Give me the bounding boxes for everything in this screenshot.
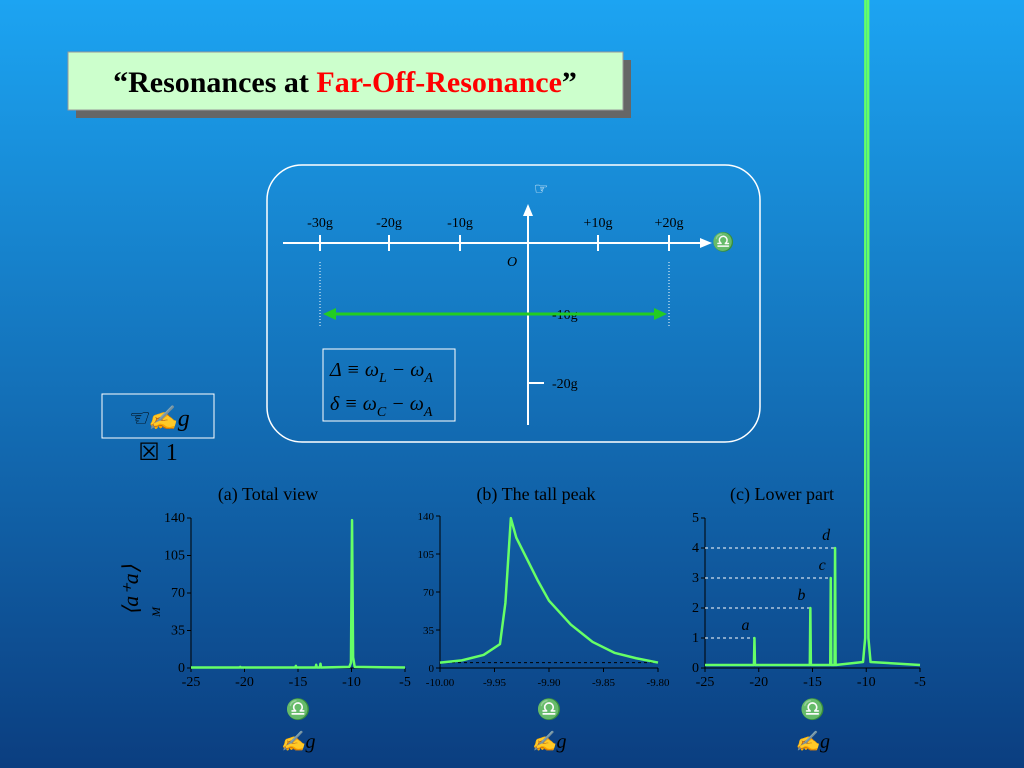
chart-title: (b) The tall peak	[476, 484, 595, 505]
point-label: a	[741, 617, 749, 634]
equation: δ ≡ ωC − ωA	[330, 393, 433, 420]
axis-label: ♎	[712, 231, 734, 252]
x-tick-label: -20	[235, 675, 254, 690]
y-tick-label: 140	[164, 511, 185, 526]
point-label: d	[822, 527, 831, 544]
arrow-head	[654, 308, 667, 320]
diagram-tick-label: -10g	[447, 216, 473, 231]
x-axis-label: ✍g	[532, 730, 567, 753]
y-tick-label: 70	[423, 587, 435, 599]
y-tick-label: 2	[692, 601, 699, 616]
side-box	[101, 393, 215, 439]
y-tick-label: 0	[429, 663, 435, 675]
data-line	[705, 0, 921, 667]
x-tick-label: -9.80	[647, 677, 670, 689]
x-tick-label: -5	[399, 675, 411, 690]
x-tick-label: -5	[914, 675, 926, 690]
y-axis-label: ⟨a⁺a⟩	[118, 564, 143, 615]
title-box	[67, 51, 624, 111]
x-axis-label: ♎	[537, 697, 562, 721]
y-tick-label: 1	[692, 631, 699, 646]
eq-sub: L	[378, 371, 387, 386]
title-part: ”	[562, 66, 577, 99]
y-axis-label: M	[149, 606, 163, 618]
title-highlight: Far-Off-Resonance	[316, 66, 561, 99]
y-tick-label: 140	[418, 511, 435, 523]
diagram-ticks: -30g-20g-10g+10g+20g-10g-20g	[307, 216, 683, 392]
side-text: ☒ 1	[138, 440, 178, 466]
eq-part: − ω	[387, 359, 425, 381]
origin-label: O	[507, 255, 517, 270]
data-line	[191, 518, 406, 669]
equation: Δ ≡ ωL − ωA	[329, 359, 433, 386]
title-part: “Resonances at	[113, 66, 316, 99]
y-tick-label: 35	[423, 625, 435, 637]
title: “Resonances at Far-Off-Resonance”	[113, 66, 577, 99]
x-axis-label: ✍g	[281, 730, 316, 753]
y-tick-label: 0	[178, 661, 185, 676]
x-tick-label: -9.90	[538, 677, 561, 689]
point-label: c	[819, 557, 826, 574]
y-tick-label: 105	[164, 549, 185, 564]
side-text: ☜✍g	[126, 405, 189, 432]
x-axis-label: ♎	[286, 697, 311, 721]
x-axis-label: ♎	[800, 697, 825, 721]
y-tick-label: 5	[692, 511, 699, 526]
x-tick-label: -10	[857, 675, 876, 690]
x-tick-label: -25	[696, 675, 715, 690]
data-line	[439, 516, 659, 664]
x-tick-label: -9.85	[592, 677, 615, 689]
eq-part: − ω	[386, 393, 424, 415]
y-tick-label: 3	[692, 571, 699, 586]
y-tick-label: 4	[692, 541, 699, 556]
x-tick-label: -20	[749, 675, 768, 690]
x-tick-label: -15	[803, 675, 822, 690]
x-tick-label: -15	[289, 675, 308, 690]
arrow-head	[323, 308, 336, 320]
x-tick-label: -10	[342, 675, 361, 690]
chart-title: (a) Total view	[218, 484, 318, 505]
equation-box	[322, 348, 456, 422]
eq-sub: C	[377, 405, 387, 420]
eq-sub: A	[423, 371, 433, 386]
chart-title: (c) Lower part	[730, 484, 834, 505]
x-tick-label: -25	[182, 675, 201, 690]
y-tick-label: 35	[171, 624, 185, 639]
eq-part: Δ ≡ ω	[329, 359, 379, 381]
diagram-tick-label: +10g	[584, 216, 613, 231]
diagram-tick-label: -20g	[376, 216, 402, 231]
x-tick-label: -9.95	[483, 677, 506, 689]
x-tick-label: -10.00	[426, 677, 455, 689]
y-tick-label: 105	[418, 549, 435, 561]
axis-label: ☞	[534, 181, 548, 198]
y-tick-label: 0	[692, 661, 699, 676]
diagram-tick-label: -20g	[552, 377, 578, 392]
point-label: b	[797, 587, 805, 604]
arrow-head	[700, 238, 712, 248]
y-tick-label: 70	[171, 586, 185, 601]
eq-part: δ ≡ ω	[330, 393, 377, 415]
x-axis-label: ✍g	[795, 730, 830, 753]
arrow-head	[523, 204, 533, 216]
diagram-tick-label: -30g	[307, 216, 333, 231]
diagram-frame	[266, 164, 761, 443]
diagram-tick-label: +20g	[655, 216, 684, 231]
eq-sub: A	[423, 405, 433, 420]
